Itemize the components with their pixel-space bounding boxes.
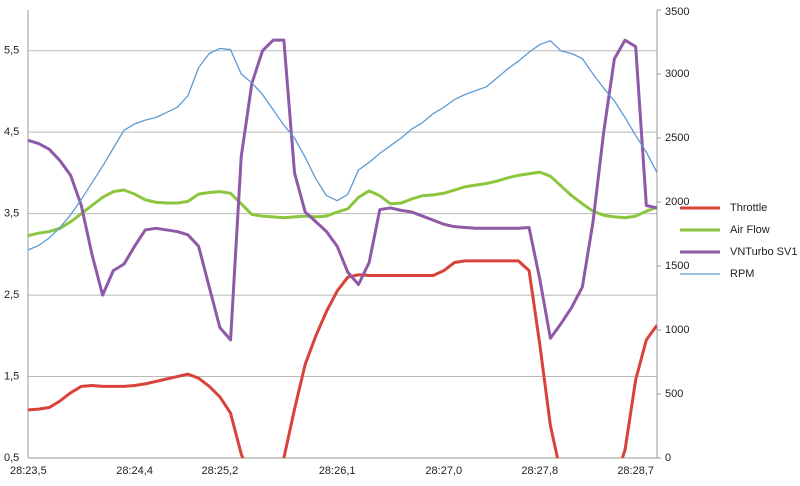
legend-label: Throttle bbox=[730, 202, 767, 214]
series-line bbox=[28, 170, 657, 238]
y-tick-label: 2,5 bbox=[4, 289, 19, 301]
y2-tick-label: 500 bbox=[665, 388, 683, 400]
y2-tick-label: 3500 bbox=[665, 6, 689, 18]
plot-area bbox=[28, 38, 657, 458]
x-tick-label: 28:27,8 bbox=[521, 465, 558, 477]
x-tick-label: 28:28,7 bbox=[617, 465, 654, 477]
y-tick-label: 3,5 bbox=[4, 208, 19, 220]
y2-tick-label: 1000 bbox=[665, 324, 689, 336]
legend-label: RPM bbox=[730, 268, 754, 280]
legend-label: Air Flow bbox=[730, 224, 770, 236]
x-tick-label: 28:24,4 bbox=[116, 465, 153, 477]
legend-label: VNTurbo SV1 bbox=[730, 246, 797, 258]
x-tick-label: 28:26,1 bbox=[319, 465, 356, 477]
series-line bbox=[28, 259, 657, 458]
series-line bbox=[28, 38, 657, 342]
y-tick-label: 4,5 bbox=[4, 126, 19, 138]
x-tick-label: 28:27,0 bbox=[425, 465, 462, 477]
x-tick-label: 28:23,5 bbox=[10, 465, 47, 477]
grid bbox=[27, 9, 661, 459]
y-tick-label: 0,5 bbox=[4, 452, 19, 464]
y2-tick-label: 2500 bbox=[665, 132, 689, 144]
y2-tick-label: 1500 bbox=[665, 260, 689, 272]
y-tick-label: 1,5 bbox=[4, 370, 19, 382]
y2-tick-label: 3000 bbox=[665, 68, 689, 80]
series-line bbox=[28, 40, 657, 251]
x-tick-label: 28:25,2 bbox=[202, 465, 239, 477]
y-tick-label: 5,5 bbox=[4, 45, 19, 57]
labels: 0,5 1,5 2,5 3,5 4,5 5,5 0 500 1000 1500 2000 2500 30… bbox=[4, 6, 797, 477]
y2-tick-label: 0 bbox=[665, 452, 671, 464]
y2-tick-label: 2000 bbox=[665, 196, 689, 208]
